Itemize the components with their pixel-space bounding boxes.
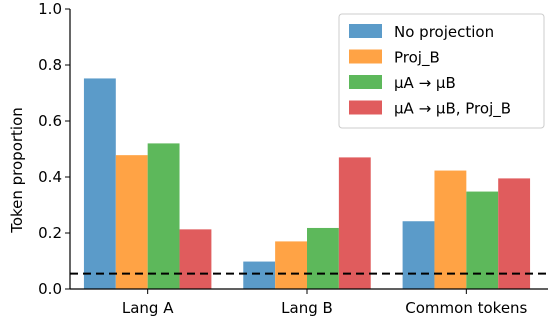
x-tick-label: Common tokens xyxy=(405,299,527,317)
legend-box xyxy=(338,13,545,129)
y-axis-ticks: 0.0 0.2 0.4 0.6 0.8 1.0 xyxy=(38,0,70,298)
legend-swatch xyxy=(349,24,382,38)
bar xyxy=(243,261,276,289)
x-tick-label: Lang B xyxy=(281,299,333,317)
y-tick-label: 1.0 xyxy=(38,0,62,18)
legend-swatch xyxy=(349,100,382,115)
y-tick-label: 0.0 xyxy=(38,280,62,298)
bar xyxy=(115,155,148,289)
legend: No projection Proj_B μA → μB μA → μB, Proj_… xyxy=(338,13,545,129)
legend-swatch xyxy=(349,75,382,89)
legend-label: No projection xyxy=(394,23,494,41)
bar xyxy=(83,78,116,289)
legend-label: μA → μB xyxy=(394,74,456,92)
y-tick-label: 0.6 xyxy=(38,112,62,130)
bar xyxy=(402,221,435,289)
bar xyxy=(498,178,531,289)
y-tick-label: 0.2 xyxy=(38,224,62,242)
legend-label: μA → μB, Proj_B xyxy=(394,100,511,119)
bar xyxy=(434,170,467,289)
legend-swatch xyxy=(349,49,382,64)
bar xyxy=(179,229,212,289)
bar xyxy=(338,157,371,289)
bar xyxy=(275,241,307,289)
axes-frame xyxy=(69,9,548,290)
x-tick-label: Lang A xyxy=(122,299,174,317)
bar xyxy=(147,143,180,289)
y-tick-label: 0.8 xyxy=(38,56,62,74)
y-tick-label: 0.4 xyxy=(38,168,62,186)
bar xyxy=(307,227,339,289)
bars xyxy=(83,78,531,289)
x-axis-ticks: Lang A Lang B Common tokens xyxy=(122,289,528,317)
legend-label: Proj_B xyxy=(394,49,440,68)
y-axis-title: Token proportion xyxy=(8,107,26,234)
